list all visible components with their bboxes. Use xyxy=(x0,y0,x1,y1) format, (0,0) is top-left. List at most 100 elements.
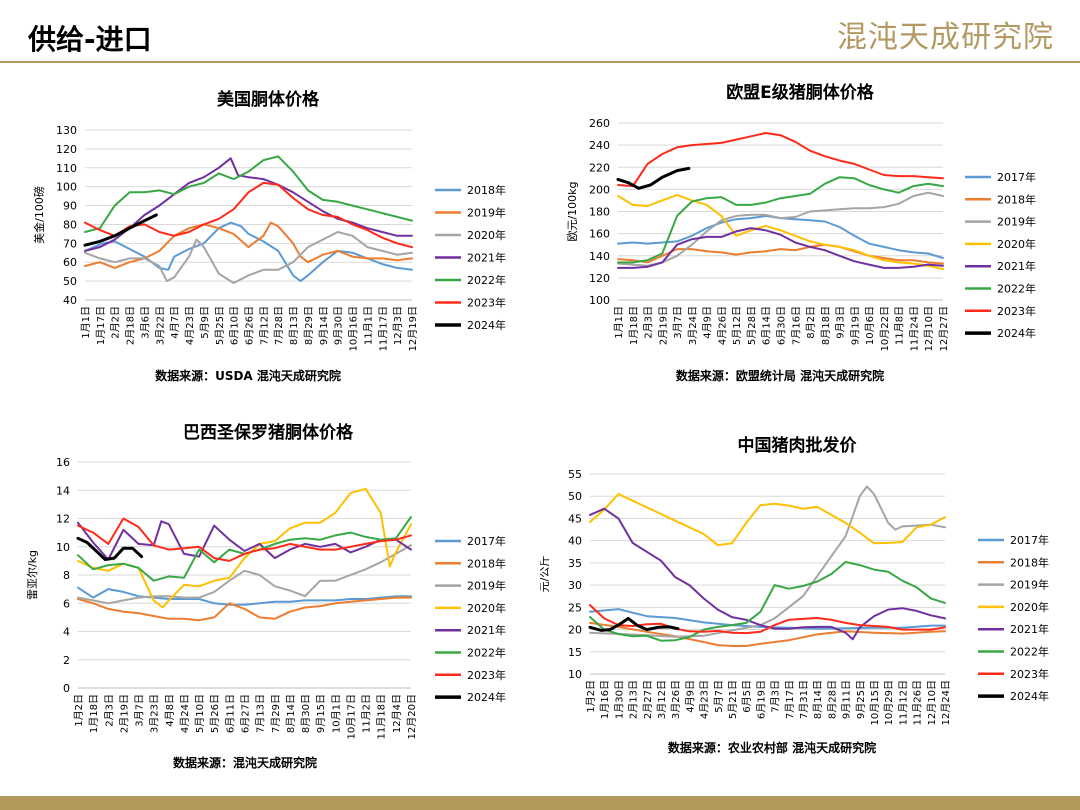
y-tick-label: 100 xyxy=(56,181,77,194)
legend-label: 2022年 xyxy=(997,282,1036,296)
legend-label: 2020年 xyxy=(467,228,506,242)
x-tick-label: 7月17日 xyxy=(784,680,796,719)
y-axis-label: 美金/100磅 xyxy=(32,186,46,244)
x-tick-label: 8月14日 xyxy=(812,680,824,719)
x-tick-label: 3月26日 xyxy=(670,680,682,719)
y-tick-label: 40 xyxy=(63,294,77,307)
series-line xyxy=(617,191,944,267)
y-tick-label: 220 xyxy=(589,161,610,174)
series-line xyxy=(77,517,412,562)
y-axis-label: 雷亚尔/kg xyxy=(26,550,39,600)
series-line xyxy=(84,231,413,284)
y-tick-label: 90 xyxy=(63,200,77,213)
y-tick-label: 60 xyxy=(63,256,77,269)
legend-label: 2022年 xyxy=(467,273,506,287)
series-line xyxy=(616,166,691,190)
y-tick-label: 0 xyxy=(63,682,70,695)
legend-label: 2024年 xyxy=(467,318,506,332)
x-tick-label: 6月14日 xyxy=(761,306,773,345)
series-line xyxy=(617,227,944,269)
y-tick-label: 200 xyxy=(589,183,610,196)
y-tick-label: 50 xyxy=(568,490,582,503)
x-tick-label: 10月16日 xyxy=(348,306,360,351)
x-tick-label: 5月7日 xyxy=(713,680,725,713)
y-tick-label: 14 xyxy=(56,484,70,497)
x-tick-label: 5月12日 xyxy=(731,306,743,345)
legend-label: 2023年 xyxy=(467,296,506,310)
x-tick-label: 7月29日 xyxy=(270,694,282,733)
x-tick-label: 8月29日 xyxy=(303,306,315,345)
chart-title: 中国猪肉批发价 xyxy=(738,435,858,456)
y-tick-label: 130 xyxy=(56,124,77,137)
x-tick-label: 2月18日 xyxy=(125,306,137,345)
y-tick-label: 260 xyxy=(589,117,610,130)
x-tick-label: 5月21日 xyxy=(727,680,739,719)
legend-label: 2024年 xyxy=(1010,689,1049,703)
x-tick-label: 12月4日 xyxy=(391,694,403,733)
x-tick-label: 3月22日 xyxy=(154,306,166,345)
y-tick-label: 120 xyxy=(589,272,610,285)
x-tick-label: 6月11日 xyxy=(224,694,236,733)
series-line xyxy=(84,155,413,233)
legend-label: 2023年 xyxy=(1010,667,1049,681)
series-line xyxy=(617,214,944,259)
legend-label: 2020年 xyxy=(997,237,1036,251)
x-tick-label: 1月2日 xyxy=(585,680,597,713)
x-tick-label: 5月26日 xyxy=(209,694,221,733)
x-tick-label: 11月8日 xyxy=(894,306,906,345)
y-tick-label: 10 xyxy=(568,668,582,681)
x-tick-label: 11月24日 xyxy=(908,306,920,351)
x-tick-label: 5月28日 xyxy=(746,306,758,345)
x-tick-label: 10月1日 xyxy=(330,694,342,733)
y-tick-label: 110 xyxy=(56,162,77,175)
x-tick-label: 12月20日 xyxy=(406,694,418,739)
legend-label: 2020年 xyxy=(1010,600,1049,614)
x-tick-label: 6月26日 xyxy=(244,306,256,345)
x-tick-label: 7月28日 xyxy=(273,306,285,345)
x-tick-label: 2月19日 xyxy=(657,306,669,345)
x-tick-label: 8月18日 xyxy=(820,306,832,345)
x-tick-label: 2月3日 xyxy=(643,306,655,339)
chart-title: 欧盟E级猪胴体价格 xyxy=(726,82,875,103)
y-tick-label: 12 xyxy=(56,513,70,526)
x-tick-label: 5月9日 xyxy=(199,306,211,339)
legend-label: 2024年 xyxy=(467,690,506,704)
x-tick-label: 10月6日 xyxy=(864,306,876,345)
y-tick-label: 2 xyxy=(63,654,70,667)
chart-title: 巴西圣保罗猪胴体价格 xyxy=(183,422,354,443)
y-tick-label: 140 xyxy=(589,250,610,263)
source-note: 数据来源：混沌天成研究院 xyxy=(173,755,317,770)
x-tick-label: 12月24日 xyxy=(940,680,952,725)
y-tick-label: 8 xyxy=(63,569,70,582)
legend-label: 2019年 xyxy=(1010,578,1049,592)
y-tick-label: 45 xyxy=(568,512,582,525)
chart-us-carcass: 美国胴体价格 40 50 60 70 80 90 100 110 120 130 美金/100磅 1月1… xyxy=(32,89,506,383)
series-line xyxy=(589,561,946,642)
chart-eu-carcass: 欧盟E级猪胴体价格 100 120 140 160 180 200 220 240 260 欧元/1… xyxy=(566,82,1036,383)
x-tick-label: 4月23日 xyxy=(699,680,711,719)
x-tick-label: 1月1日 xyxy=(80,306,92,339)
x-tick-label: 7月13日 xyxy=(255,694,267,733)
source-note: 数据来源：USDA 混沌天成研究院 xyxy=(155,368,341,383)
x-tick-label: 12月10日 xyxy=(923,306,935,351)
legend-label: 2018年 xyxy=(1010,555,1049,569)
series-line xyxy=(84,157,413,252)
x-tick-label: 10月22日 xyxy=(879,306,891,351)
y-tick-label: 160 xyxy=(589,228,610,241)
x-tick-label: 7月12日 xyxy=(258,306,270,345)
series-line xyxy=(589,621,946,647)
legend-label: 2018年 xyxy=(467,556,506,570)
series-line xyxy=(588,616,680,632)
x-tick-label: 8月14日 xyxy=(285,694,297,733)
series-line xyxy=(84,221,413,283)
legend-label: 2022年 xyxy=(467,646,506,660)
legend-label: 2021年 xyxy=(997,259,1036,273)
series-line xyxy=(589,485,946,638)
x-tick-label: 9月3日 xyxy=(835,306,847,339)
x-tick-label: 5月10日 xyxy=(194,694,206,733)
x-tick-label: 1月16日 xyxy=(599,680,611,719)
series-line xyxy=(617,193,944,270)
x-tick-label: 2月2日 xyxy=(110,306,122,339)
brand-logo: 混沌天成研究院 xyxy=(837,20,1054,55)
x-tick-label: 8月2日 xyxy=(805,306,817,339)
